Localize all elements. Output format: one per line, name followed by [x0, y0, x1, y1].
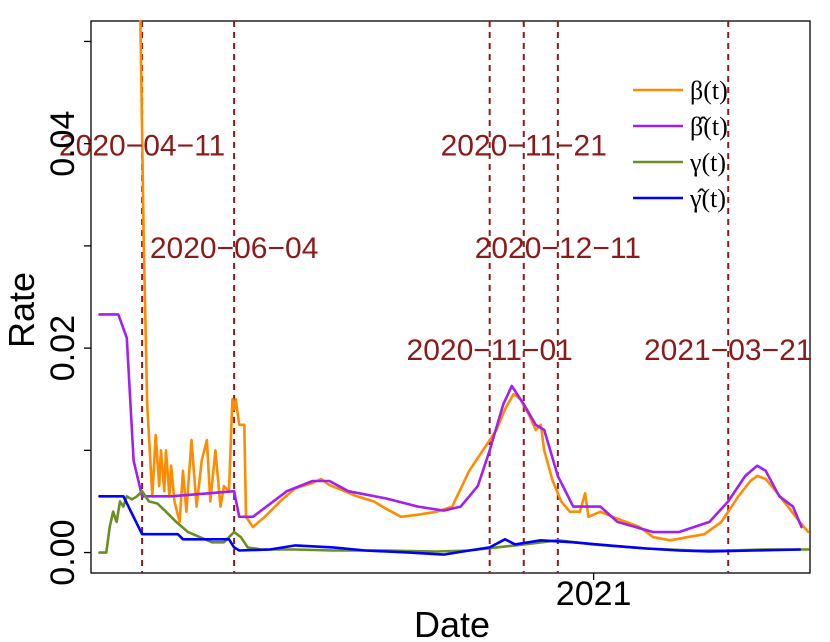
legend-label-3: γ(t) — [689, 148, 726, 177]
x-axis: 2021 — [556, 573, 632, 613]
changepoint-label-2: 2020−06−04 — [150, 232, 319, 265]
x-tick-label-1: 2021 — [556, 575, 632, 613]
changepoint-lines — [141, 21, 730, 573]
y-tick-label-1: 0.00 — [44, 520, 82, 586]
legend: β(t) β̂(t) γ(t) γ̂(t) — [633, 76, 728, 213]
x-axis-label: Date — [414, 604, 490, 642]
changepoint-label-5: 2020−12−11 — [475, 232, 641, 265]
changepoint-label-1: 2020−04−11 — [59, 130, 225, 163]
y-tick-label-3: 0.04 — [44, 111, 82, 177]
changepoint-label-4: 2020−11−21 — [441, 130, 607, 163]
y-axis-label: Rate — [1, 272, 42, 348]
legend-label-4: γ̂(t) — [689, 184, 726, 213]
y-tick-label-2: 0.02 — [44, 315, 82, 381]
series-line-4 — [98, 494, 802, 556]
legend-label-1: β(t) — [690, 76, 728, 105]
changepoint-labels: 2020−04−11 2020−06−04 2020−11−01 2020−11−21… — [59, 130, 813, 367]
y-axis: 0.00 0.02 0.04 — [44, 40, 91, 586]
changepoint-label-6: 2021−03−21 — [644, 334, 813, 367]
series-line-2 — [98, 313, 803, 534]
legend-label-2: β̂(t) — [690, 112, 728, 141]
plot-frame — [90, 20, 811, 574]
series-lines — [98, 19, 810, 556]
changepoint-label-3: 2020−11−01 — [407, 334, 573, 367]
